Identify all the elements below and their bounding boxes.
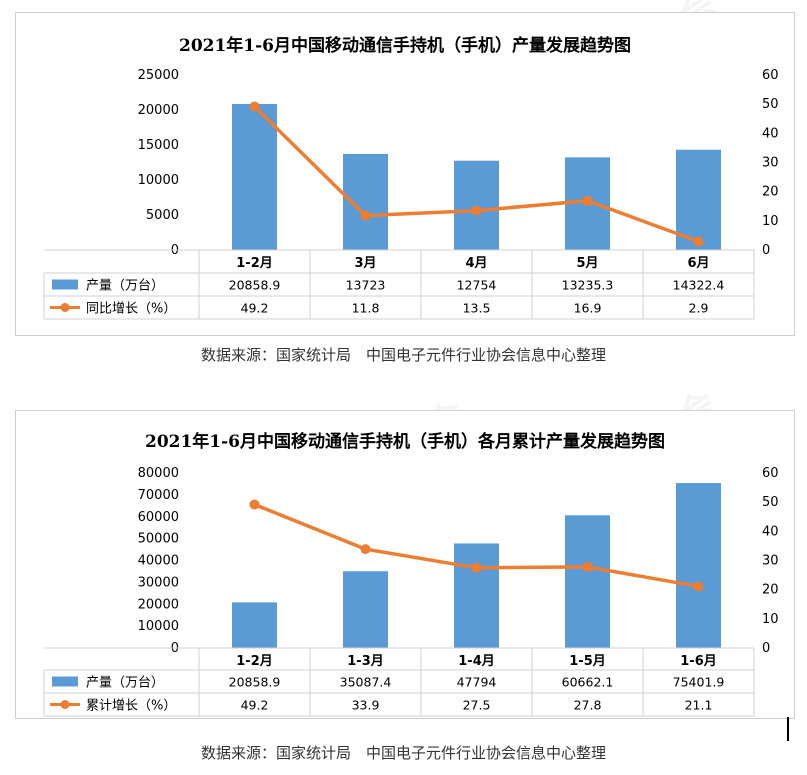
right-axis-tick: 40 <box>762 524 779 539</box>
category-label: 1-6月 <box>680 654 717 669</box>
left-axis-tick: 15000 <box>138 138 179 153</box>
left-axis-tick: 30000 <box>138 575 179 590</box>
legend-label: 产量（万台） <box>86 279 164 294</box>
right-axis-tick: 10 <box>762 612 779 627</box>
data-label: 20858.9 <box>229 675 281 690</box>
category-label: 3月 <box>354 256 376 271</box>
chart-panel-cumulative: 2021年1-6月中国移动通信手持机（手机）各月累计产量发展趋势图 80000 7… <box>15 410 795 719</box>
bar <box>565 515 610 648</box>
left-axis-tick: 10000 <box>138 173 179 188</box>
left-axis-tick: 20000 <box>138 597 179 612</box>
bar <box>232 602 277 648</box>
data-label: 12754 <box>457 278 497 293</box>
data-label: 21.1 <box>685 698 713 713</box>
line-marker <box>471 205 482 216</box>
left-axis-tick: 25000 <box>138 68 179 83</box>
right-axis-tick: 10 <box>762 214 779 229</box>
data-label: 14322.4 <box>673 278 725 293</box>
data-label: 35087.4 <box>340 675 392 690</box>
chart-title: 2021年1-6月中国移动通信手持机（手机）产量发展趋势图 <box>178 36 632 56</box>
left-axis-tick: 5000 <box>146 208 179 223</box>
right-axis-tick: 0 <box>762 243 770 258</box>
chart-panel-monthly: 2021年1-6月中国移动通信手持机（手机）产量发展趋势图 25000 20000… <box>15 12 795 336</box>
legend-key-marker <box>60 700 70 709</box>
data-label: 16.9 <box>574 301 602 316</box>
right-axis-tick: 30 <box>762 156 779 171</box>
left-axis-tick: 40000 <box>138 554 179 569</box>
chart-cumulative-svg: 80000 70000 60000 50000 40000 30000 20000 10000… <box>43 466 779 717</box>
line-marker <box>693 236 704 247</box>
legend-label: 累计增长（%） <box>86 699 176 714</box>
right-axis-tick: 60 <box>762 68 779 83</box>
line-marker <box>582 195 593 206</box>
right-axis-tick: 20 <box>762 185 779 200</box>
line-marker <box>471 562 482 573</box>
data-label: 13.5 <box>463 301 491 316</box>
line-marker <box>249 499 260 510</box>
data-label: 27.5 <box>463 698 491 713</box>
data-label: 47794 <box>457 675 497 690</box>
bar <box>454 543 499 648</box>
category-label: 4月 <box>465 256 487 271</box>
line-marker <box>249 101 260 112</box>
bar <box>232 103 277 250</box>
category-label: 1-2月 <box>236 654 273 669</box>
bar <box>676 149 721 250</box>
data-label: 11.8 <box>352 301 380 316</box>
left-axis-tick: 80000 <box>138 466 179 481</box>
data-label: 2.9 <box>689 301 709 316</box>
chart-monthly-svg: 250002000015000100005000060504030201001-… <box>43 68 779 320</box>
category-label: 1-5月 <box>569 654 606 669</box>
category-label: 5月 <box>576 256 598 271</box>
line-marker <box>360 210 371 221</box>
category-label: 6月 <box>687 256 709 271</box>
right-axis-tick: 50 <box>762 97 779 112</box>
data-label: 20858.9 <box>229 278 281 293</box>
data-label: 49.2 <box>241 698 269 713</box>
legend-key-bar <box>52 279 78 290</box>
line-marker <box>360 544 371 555</box>
chart-title: 2021年1-6月中国移动通信手持机（手机）各月累计产量发展趋势图 <box>144 432 666 452</box>
left-axis-tick: 20000 <box>138 103 179 118</box>
right-axis-tick: 0 <box>762 641 770 656</box>
category-label: 1-4月 <box>458 654 495 669</box>
bar <box>343 571 388 648</box>
data-label: 27.8 <box>574 698 602 713</box>
category-label: 1-3月 <box>347 654 384 669</box>
right-axis-tick: 20 <box>762 583 779 598</box>
bar <box>676 483 721 648</box>
data-label: 33.9 <box>352 698 380 713</box>
legend-key-bar <box>52 676 78 687</box>
category-label: 1-2月 <box>236 256 273 271</box>
right-axis-tick: 30 <box>762 554 779 569</box>
bar <box>454 160 499 250</box>
right-axis-tick: 40 <box>762 126 779 141</box>
edge-marker <box>787 717 789 741</box>
left-axis-tick: 60000 <box>138 510 179 525</box>
source-note: 数据来源：国家统计局 中国电子元件行业协会信息中心整理 <box>200 346 606 364</box>
left-axis-tick: 70000 <box>138 488 179 503</box>
left-axis-tick: 10000 <box>138 619 179 634</box>
left-axis-tick: 50000 <box>138 532 179 547</box>
line-marker <box>693 581 704 592</box>
data-label: 13723 <box>346 278 386 293</box>
right-axis-tick: 50 <box>762 495 779 510</box>
data-label: 75401.9 <box>673 675 725 690</box>
legend-label: 产量（万台） <box>86 676 164 691</box>
data-label: 60662.1 <box>562 675 614 690</box>
data-label: 49.2 <box>241 301 269 316</box>
right-axis-tick: 60 <box>762 466 779 481</box>
data-label: 13235.3 <box>562 278 614 293</box>
legend-key-marker <box>60 303 70 312</box>
source-note: 数据来源：国家统计局 中国电子元件行业协会信息中心整理 <box>200 744 606 762</box>
legend-label: 同比增长（%） <box>86 302 176 317</box>
line-marker <box>582 561 593 572</box>
